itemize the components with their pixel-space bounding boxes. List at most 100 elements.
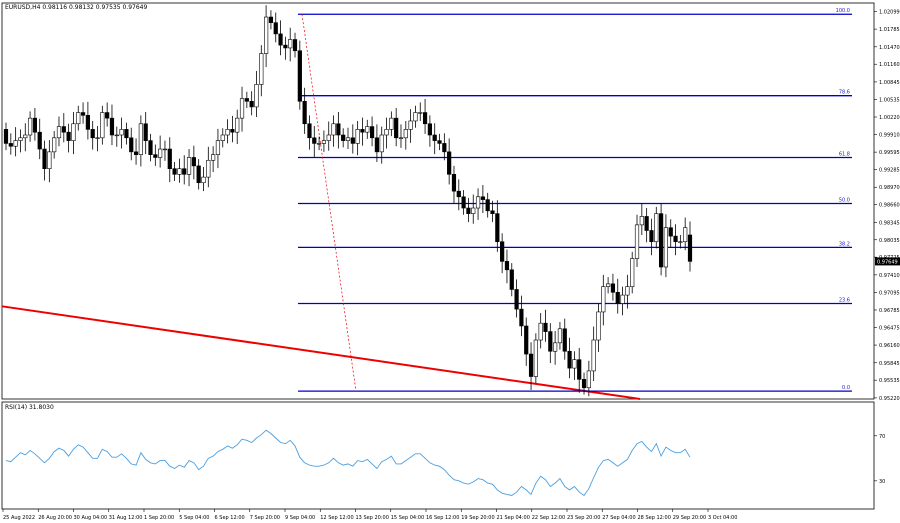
candle-body xyxy=(649,230,654,243)
candle-body xyxy=(365,126,370,133)
trendline[interactable] xyxy=(1,305,641,400)
candle-body xyxy=(596,311,601,341)
candle-body xyxy=(326,134,331,141)
candle-body xyxy=(288,39,293,49)
candle-body xyxy=(456,190,461,198)
candle-body xyxy=(80,112,86,116)
candle-body xyxy=(538,322,543,341)
y-tick-label: 0.99285 xyxy=(879,168,900,174)
candle-body xyxy=(475,196,481,209)
candle-body xyxy=(138,123,143,155)
y-axis-ticks: 1.02099 1.01785 1.01470 1.01160 1.00845 1.005… xyxy=(874,9,900,402)
y-tick-label: 0.97410 xyxy=(879,273,900,279)
candle-body xyxy=(644,216,649,231)
candle-body xyxy=(591,339,596,372)
candle-body xyxy=(158,148,163,158)
candle-body xyxy=(553,342,558,352)
fib-level-label: 0.0 xyxy=(842,385,850,391)
candle-body xyxy=(312,137,317,144)
candle-body xyxy=(658,213,664,268)
candle-body xyxy=(321,140,327,144)
candle-body xyxy=(56,126,62,139)
candle-body xyxy=(451,174,457,192)
candle-body xyxy=(683,227,688,243)
x-tick-label: 25 Aug 2022 xyxy=(3,515,35,521)
candle-body xyxy=(461,196,466,209)
candle-body xyxy=(398,137,404,139)
candle-body xyxy=(32,117,38,133)
rsi-window-area[interactable] xyxy=(1,401,875,510)
y-tick-label: 0.95845 xyxy=(879,361,900,367)
candle-body xyxy=(418,112,423,114)
candle-body xyxy=(350,137,355,144)
candle-body xyxy=(341,134,346,141)
candle-body xyxy=(625,286,630,296)
candle-body xyxy=(413,112,418,122)
candle-body xyxy=(687,234,693,262)
candle-body xyxy=(27,117,33,136)
candle-body xyxy=(114,134,119,137)
current-price-marker xyxy=(875,257,900,266)
y-tick-label: 0.99910 xyxy=(879,132,900,138)
x-tick-label: 16 Sep 12:00 xyxy=(426,515,459,521)
x-tick-label: 9 Sep 04:00 xyxy=(285,515,315,521)
y-tick-label: 1.01470 xyxy=(879,45,900,51)
candle-body xyxy=(485,199,490,212)
chart-info-label: EURUSD,H4 0.98116 0.98132 0.97535 0.9764… xyxy=(5,4,147,11)
x-tick-label: 12 Sep 12:00 xyxy=(320,515,353,521)
candle-body xyxy=(162,148,168,151)
candle-body xyxy=(514,289,519,310)
candle-body xyxy=(408,120,413,130)
candle-body xyxy=(509,269,514,290)
candle-body xyxy=(254,84,259,108)
fib-level-label: 23.6 xyxy=(839,298,850,304)
fib-level-label: 50.0 xyxy=(839,198,850,204)
rsi-line xyxy=(5,429,691,497)
y-tick-label: 1.01785 xyxy=(879,27,900,33)
candle-body xyxy=(601,286,606,313)
candle-body xyxy=(264,16,269,54)
rsi-tick-label: 30 xyxy=(879,479,885,485)
candle-body xyxy=(259,53,264,85)
x-tick-label: 29 Sep 20:00 xyxy=(673,515,706,521)
candle-body xyxy=(528,353,534,377)
candle-body xyxy=(129,137,134,153)
candle-body xyxy=(71,123,76,141)
candle-body xyxy=(191,157,196,167)
x-tick-label: 26 Aug 20:00 xyxy=(38,515,72,521)
candle-body xyxy=(186,157,192,175)
price-chart-area[interactable] xyxy=(1,2,875,400)
candle-body xyxy=(201,176,206,184)
rsi-info-label: RSI(14) 31.8030 xyxy=(5,404,54,411)
candle-body xyxy=(480,196,485,200)
x-tick-label: 3 Oct 04:00 xyxy=(708,515,737,521)
candle-body xyxy=(52,137,57,153)
candle-body xyxy=(307,123,312,139)
y-tick-label: 1.00845 xyxy=(879,80,900,86)
candle-body xyxy=(379,134,384,153)
candle-body xyxy=(85,115,90,130)
candle-body xyxy=(124,129,129,139)
candle-body xyxy=(577,359,582,380)
candle-body xyxy=(297,50,302,102)
candle-body xyxy=(355,129,360,144)
candle-body xyxy=(634,224,640,259)
candle-body xyxy=(610,283,616,293)
candle-body xyxy=(302,100,307,125)
candle-body xyxy=(403,129,408,139)
current-price-label: 0.97649 xyxy=(877,259,898,265)
candle-body xyxy=(148,140,153,155)
x-tick-label: 6 Sep 12:00 xyxy=(215,515,245,521)
candle-body xyxy=(500,241,505,262)
candle-body xyxy=(8,143,13,147)
y-tick-label: 0.98035 xyxy=(879,238,900,244)
candle-body xyxy=(615,291,620,304)
fib-level-label: 100.0 xyxy=(836,8,850,14)
candle-body xyxy=(230,129,235,133)
fib-level-label: 61.8 xyxy=(839,151,850,157)
candle-body xyxy=(316,143,322,145)
candle-body xyxy=(37,131,42,150)
candle-body xyxy=(678,241,683,243)
y-tick-label: 1.01160 xyxy=(879,62,900,68)
